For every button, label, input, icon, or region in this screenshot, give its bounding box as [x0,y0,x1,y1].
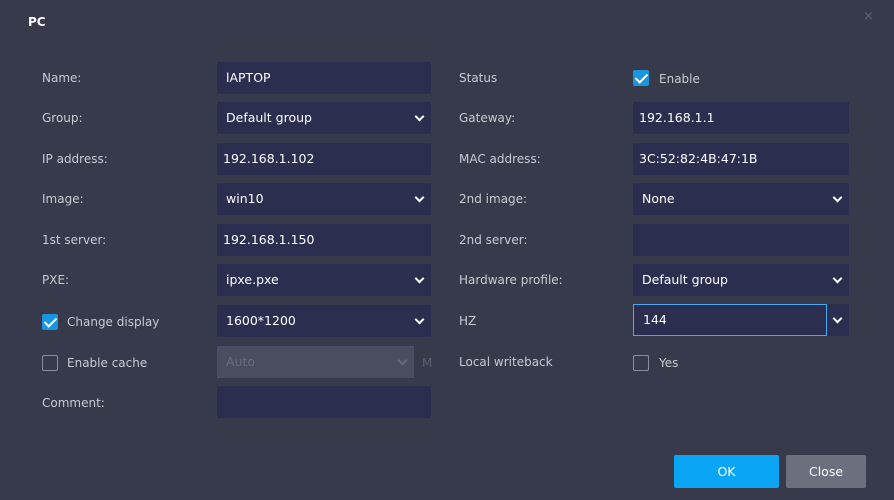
ip-label: IP address: [42,152,108,166]
pxe-label: PXE: [42,273,70,287]
mac-label: MAC address: [459,152,541,166]
gateway-label: Gateway: [459,111,516,125]
ip-input[interactable]: 192.168.1.102 [217,143,431,175]
local-writeback-label: Local writeback [459,355,553,369]
cache-unit: M [422,356,433,370]
mac-input[interactable]: 3C:52:82:4B:47:1B [633,143,849,175]
hw-profile-select[interactable]: Default group [633,264,849,296]
writeback-checkbox[interactable] [633,355,649,371]
comment-label: Comment: [42,396,105,410]
name-input[interactable]: lAPTOP [217,62,431,94]
enable-cache-label: Enable cache [67,356,148,370]
display-select[interactable]: 1600*1200 [226,313,296,328]
status-enable-checkbox[interactable] [633,70,649,86]
hz-label: HZ [459,314,477,328]
group-label: Group: [42,111,83,125]
status-enable-label: Enable [659,72,700,86]
change-display-checkbox[interactable] [42,314,58,330]
close-button[interactable]: Close [786,455,866,488]
change-display-label: Change display [67,315,160,329]
hz-input[interactable]: 144 [633,304,827,336]
image2-select[interactable]: None [633,183,849,215]
gateway-input[interactable]: 192.168.1.1 [633,102,849,134]
writeback-yes-label: Yes [659,356,679,370]
cache-select: Auto [217,346,415,378]
hz-dropdown-button[interactable] [827,304,849,336]
server1-input[interactable]: 192.168.1.150 [217,224,431,256]
status-label: Status [459,71,498,85]
image-select[interactable]: win10 [217,183,431,215]
name-label: Name: [42,71,82,85]
server1-label: 1st server: [42,233,107,247]
comment-input[interactable] [217,386,431,418]
image-label: Image: [42,192,84,206]
image2-label: 2nd image: [459,192,528,206]
enable-cache-checkbox[interactable] [42,355,58,371]
pxe-select[interactable]: ipxe.pxe [217,264,431,296]
hw-profile-label: Hardware profile: [459,273,563,287]
server2-input[interactable] [633,224,849,256]
close-icon[interactable]: × [863,9,874,24]
ok-button[interactable]: OK [674,455,779,488]
group-select[interactable]: Default group [217,102,431,134]
dialog-title: PC [28,15,46,29]
server2-label: 2nd server: [459,233,528,247]
